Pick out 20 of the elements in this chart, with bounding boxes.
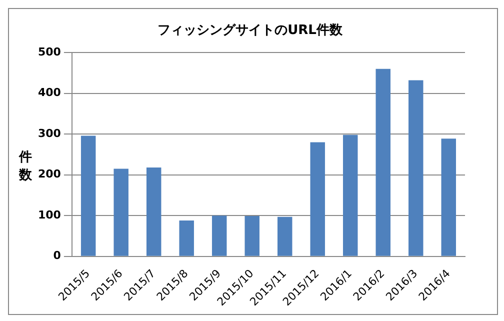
y-tick-label: 100 xyxy=(38,208,62,222)
y-axis-title: 件数 xyxy=(19,149,33,185)
bar xyxy=(244,216,260,256)
bar xyxy=(441,138,456,256)
bar xyxy=(179,220,194,256)
bar xyxy=(310,142,325,256)
bar xyxy=(408,80,424,256)
bar xyxy=(114,168,128,256)
chart-title: フィッシングサイトのURL件数 xyxy=(158,23,344,38)
bar xyxy=(277,216,292,256)
bar xyxy=(342,134,358,256)
bar xyxy=(212,216,227,256)
y-tick-label: 200 xyxy=(38,168,62,181)
bar xyxy=(80,136,96,256)
y-tick-label: 500 xyxy=(38,45,62,58)
y-tick-label: 300 xyxy=(38,126,62,140)
bar xyxy=(376,68,390,256)
y-tick-label: 0 xyxy=(53,249,62,262)
y-tick-label: 400 xyxy=(38,86,62,100)
bar xyxy=(146,168,162,256)
